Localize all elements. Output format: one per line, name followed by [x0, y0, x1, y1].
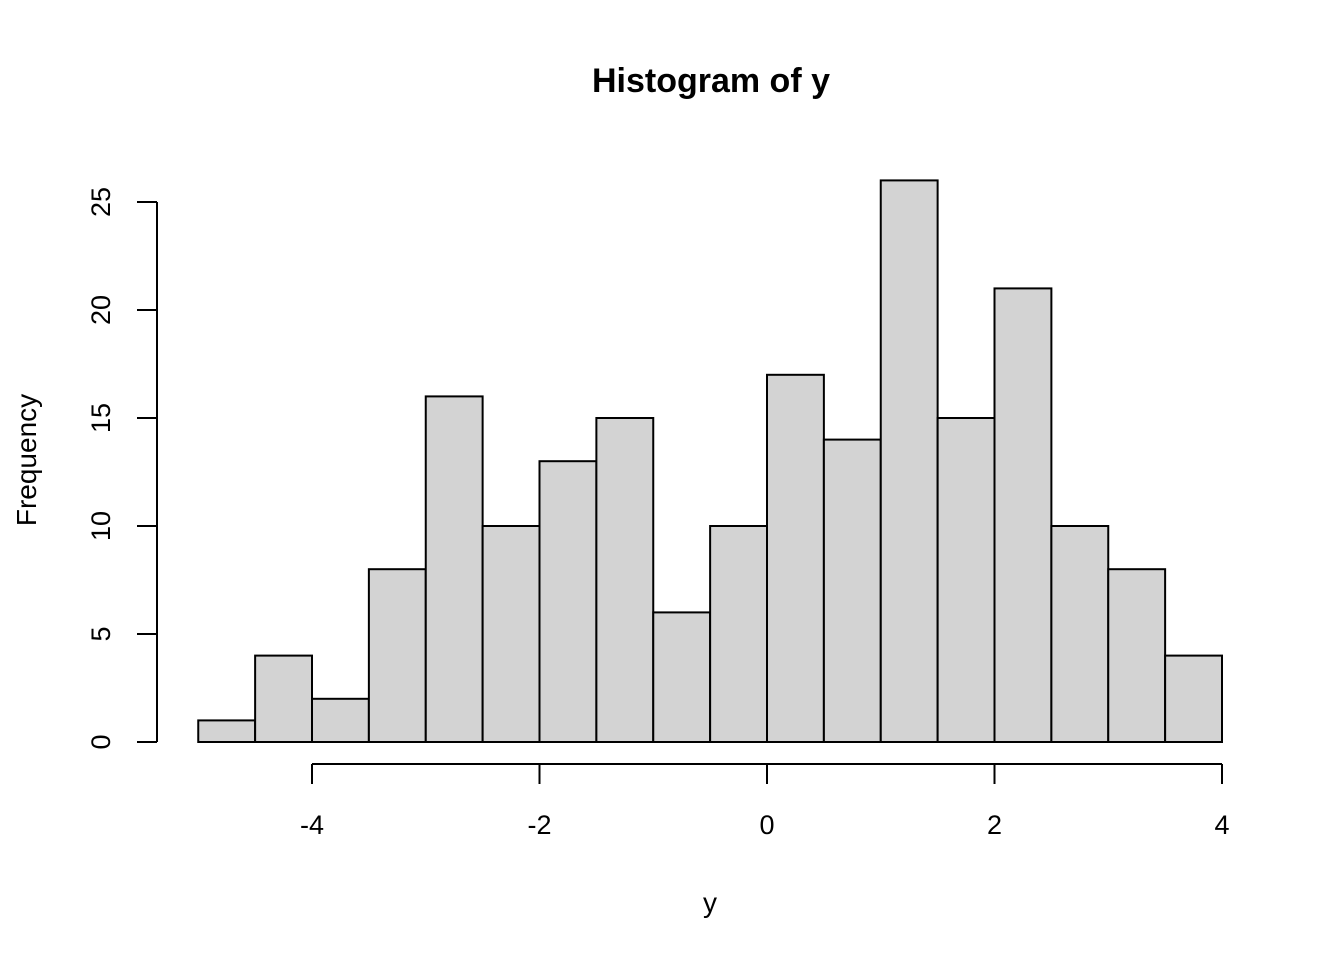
histogram-bar — [1107, 568, 1167, 744]
x-axis: -4 -2 0 2 4 — [300, 763, 1230, 840]
y-tick-label: 20 — [86, 295, 116, 325]
y-tick-label: 5 — [86, 626, 116, 641]
histogram-bar — [1164, 654, 1223, 743]
histogram-bar — [595, 417, 655, 743]
histogram-bar — [652, 611, 712, 744]
x-tick-label: 0 — [759, 810, 774, 840]
y-tick-label: 15 — [86, 403, 116, 433]
histogram-bar — [197, 719, 257, 744]
y-tick-label: 10 — [86, 511, 116, 541]
x-axis-label: y — [703, 887, 717, 918]
y-axis: 0 5 10 15 20 25 — [86, 187, 158, 750]
histogram-bar — [538, 460, 598, 743]
histogram-bar — [424, 395, 484, 743]
x-tick-label: -2 — [527, 810, 551, 840]
histogram-bar — [766, 373, 825, 743]
histogram-bar — [481, 525, 541, 743]
x-tick-label: 4 — [1214, 810, 1229, 840]
histogram-bar — [822, 438, 882, 743]
chart-title: Histogram of y — [592, 62, 830, 100]
histogram-bar — [1050, 525, 1110, 743]
histogram-bar — [936, 417, 996, 743]
y-tick-label: 0 — [86, 734, 116, 749]
x-tick-label: 2 — [987, 810, 1002, 840]
histogram-bar — [367, 568, 427, 744]
histogram-bar — [879, 179, 939, 743]
y-tick-label: 25 — [86, 187, 116, 217]
x-tick-label: -4 — [300, 810, 324, 840]
bars-group — [197, 179, 1223, 744]
histogram-bar — [993, 287, 1053, 743]
histogram-bar — [254, 654, 313, 743]
histogram-bar — [311, 697, 370, 743]
histogram-bar — [709, 525, 768, 743]
y-axis-label: Frequency — [11, 394, 42, 526]
